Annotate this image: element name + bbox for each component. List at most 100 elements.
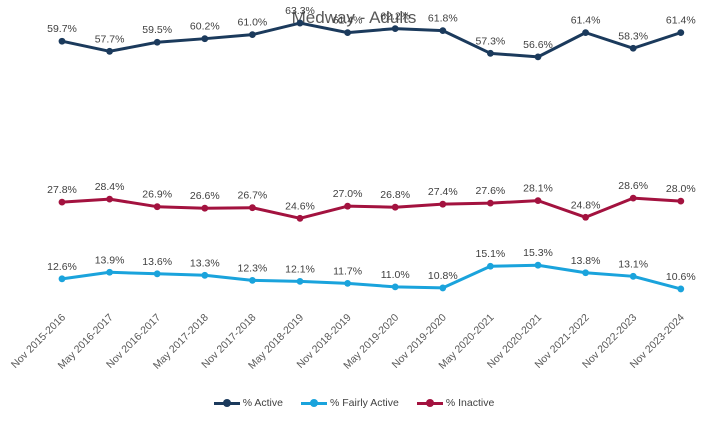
data-label: 12.1% xyxy=(285,263,315,275)
data-label: 28.1% xyxy=(523,183,553,195)
data-point xyxy=(106,47,113,55)
data-label: 10.6% xyxy=(666,271,696,283)
legend-item: % Fairly Active xyxy=(300,397,399,409)
data-label: 61.4% xyxy=(333,15,363,27)
data-label: 57.7% xyxy=(95,33,125,45)
data-label: 12.6% xyxy=(47,261,77,273)
data-label: 63.3% xyxy=(285,5,315,17)
data-point xyxy=(249,204,256,212)
legend-label: % Fairly Active xyxy=(329,397,399,409)
data-label: 62.2% xyxy=(380,11,410,23)
legend-swatch xyxy=(416,398,443,408)
data-label: 61.4% xyxy=(666,15,696,27)
data-point xyxy=(296,19,304,27)
data-point xyxy=(201,271,209,279)
data-label: 24.8% xyxy=(571,199,601,211)
series-inactive: 27.8% 28.4% 26.9% 26.6% 26.7% 24.6% 27.0% 26.8%… xyxy=(47,180,696,222)
data-point xyxy=(344,202,351,210)
data-label: 56.6% xyxy=(523,39,553,51)
data-label: 12.3% xyxy=(238,262,268,274)
data-point xyxy=(487,49,494,57)
data-label: 10.8% xyxy=(428,270,458,282)
chart-title: Medway - Adults xyxy=(291,8,417,27)
data-point xyxy=(153,203,161,211)
data-point xyxy=(629,44,637,52)
data-label: 15.1% xyxy=(476,248,506,260)
data-point xyxy=(153,38,161,46)
data-label: 26.8% xyxy=(380,189,410,201)
data-point xyxy=(582,29,589,37)
data-point xyxy=(58,275,66,283)
legend-swatch xyxy=(300,398,327,408)
data-point xyxy=(629,194,637,202)
data-point xyxy=(582,213,589,221)
data-point xyxy=(487,262,494,270)
series-line xyxy=(60,263,683,291)
data-point xyxy=(106,268,113,276)
data-point xyxy=(58,198,66,206)
data-label: 28.4% xyxy=(95,181,125,193)
data-label: 26.9% xyxy=(142,189,172,201)
data-label: 15.3% xyxy=(523,247,553,259)
data-point xyxy=(534,197,542,205)
data-label: 27.4% xyxy=(428,186,458,198)
data-label: 61.0% xyxy=(238,17,268,29)
legend-label: % Active xyxy=(242,397,283,409)
data-label: 11.7% xyxy=(333,265,362,277)
data-point xyxy=(201,204,209,212)
data-point xyxy=(677,197,685,205)
data-label: 28.6% xyxy=(618,180,648,192)
series-active: 59.7% 57.7% 59.5% 60.2% 61.0% 63.3% 61.4% 62.2%… xyxy=(47,5,696,61)
data-label: 13.3% xyxy=(190,257,220,269)
data-point xyxy=(439,284,447,292)
data-point xyxy=(534,261,542,269)
data-point xyxy=(201,35,209,43)
chart-legend: % Active % Fairly Active % Inactive xyxy=(0,397,708,409)
data-label: 26.6% xyxy=(190,190,220,202)
data-label: 58.3% xyxy=(618,30,648,42)
data-label: 59.7% xyxy=(47,23,77,35)
data-label: 27.0% xyxy=(333,188,363,200)
data-point xyxy=(391,25,399,33)
data-point xyxy=(487,199,494,207)
data-point xyxy=(344,29,351,37)
data-point xyxy=(391,283,399,291)
data-label: 24.6% xyxy=(285,200,315,212)
data-point xyxy=(249,276,256,284)
data-label: 13.8% xyxy=(571,255,601,267)
series-line xyxy=(60,196,683,220)
data-label: 28.0% xyxy=(666,183,696,195)
data-point xyxy=(534,53,542,61)
data-label: 61.8% xyxy=(428,13,458,25)
data-label: 26.7% xyxy=(238,190,268,202)
data-label: 13.9% xyxy=(95,254,125,266)
data-label: 59.5% xyxy=(142,24,172,36)
data-point xyxy=(249,31,256,39)
legend-swatch xyxy=(213,398,240,408)
data-point xyxy=(106,195,113,203)
data-label: 60.2% xyxy=(190,21,220,33)
data-label: 13.6% xyxy=(142,256,172,268)
series-fairly-active: 12.6% 13.9% 13.6% 13.3% 12.3% 12.1% 11.7% 11.0%… xyxy=(47,247,696,293)
data-point xyxy=(439,27,447,35)
data-point xyxy=(677,29,685,37)
data-label: 27.6% xyxy=(476,185,506,197)
data-point xyxy=(296,214,304,222)
data-point xyxy=(582,269,589,277)
data-point xyxy=(391,203,399,211)
series-line xyxy=(60,21,683,59)
data-label: 13.1% xyxy=(618,258,648,270)
data-label: 27.8% xyxy=(47,184,77,196)
data-label: 11.0% xyxy=(381,269,410,281)
legend-item: % Inactive xyxy=(416,397,495,409)
legend-label: % Inactive xyxy=(445,397,495,409)
data-point xyxy=(629,272,637,280)
data-label: 61.4% xyxy=(571,15,601,27)
data-point xyxy=(677,285,685,293)
data-point xyxy=(58,37,66,45)
data-point xyxy=(439,200,447,208)
legend-item: % Active xyxy=(213,397,283,409)
data-point xyxy=(296,277,304,285)
